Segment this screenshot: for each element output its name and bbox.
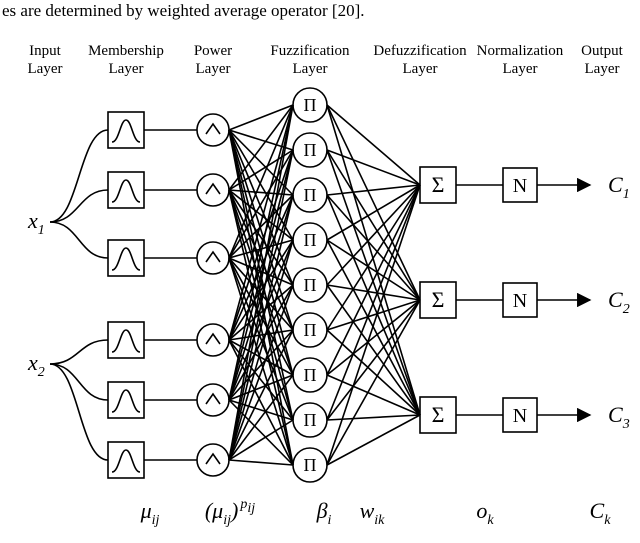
bottom-symbol: Ck xyxy=(590,498,612,528)
bottom-symbol: ok xyxy=(476,498,494,528)
power-node xyxy=(197,444,229,476)
edge-input-membership xyxy=(50,190,108,222)
edge-fuzz-defuzz xyxy=(327,285,420,300)
membership-node xyxy=(108,172,144,208)
output-label: C1 xyxy=(608,172,630,202)
page-fragment-text: es are determined by weighted average op… xyxy=(2,1,365,20)
svg-text:Π: Π xyxy=(304,95,317,115)
edge-fuzz-defuzz xyxy=(327,185,420,420)
edge-input-membership xyxy=(50,340,108,364)
output-label: C3 xyxy=(608,402,630,432)
bottom-symbol: μij xyxy=(140,498,160,528)
edge-fuzz-defuzz xyxy=(327,415,420,420)
power-node xyxy=(197,324,229,356)
svg-text:Π: Π xyxy=(304,140,317,160)
layer-header-input-1: Input xyxy=(29,43,61,59)
defuzz-node: Σ xyxy=(420,167,456,203)
fuzz-node: Π xyxy=(293,178,327,212)
edge-fuzz-defuzz xyxy=(327,150,420,185)
layer-header-fuzz-2: Layer xyxy=(293,61,328,77)
svg-text:N: N xyxy=(513,290,527,312)
edge-fuzz-defuzz xyxy=(327,105,420,415)
output-label: C2 xyxy=(608,287,630,317)
input-label: x2 xyxy=(27,350,45,380)
svg-text:Σ: Σ xyxy=(432,402,445,427)
fuzz-node: Π xyxy=(293,313,327,347)
bottom-symbol: wik xyxy=(360,498,386,528)
layer-header-norm-1: Normalization xyxy=(477,43,564,59)
layer-header-member-1: Membership xyxy=(88,43,164,59)
layer-header-output-2: Layer xyxy=(585,61,620,77)
layer-header-output-1: Output xyxy=(581,43,624,59)
svg-text:Π: Π xyxy=(304,320,317,340)
svg-text:Σ: Σ xyxy=(432,172,445,197)
norm-node: N xyxy=(503,283,537,317)
defuzz-node: Σ xyxy=(420,282,456,318)
bottom-symbol: βi xyxy=(316,498,332,528)
membership-node xyxy=(108,240,144,276)
edge-fuzz-defuzz xyxy=(327,300,420,375)
layer-header-input-2: Layer xyxy=(28,61,63,77)
edge-input-membership xyxy=(50,364,108,400)
fuzz-node: Π xyxy=(293,358,327,392)
fuzz-node: Π xyxy=(293,403,327,437)
norm-node: N xyxy=(503,398,537,432)
fuzz-node: Π xyxy=(293,223,327,257)
svg-text:Σ: Σ xyxy=(432,287,445,312)
power-node xyxy=(197,174,229,206)
membership-node xyxy=(108,322,144,358)
svg-text:Π: Π xyxy=(304,230,317,250)
layer-header-norm-2: Layer xyxy=(503,61,538,77)
edge-input-membership xyxy=(50,364,108,460)
edge-input-membership xyxy=(50,222,108,258)
svg-text:Π: Π xyxy=(304,365,317,385)
membership-node xyxy=(108,442,144,478)
svg-text:Π: Π xyxy=(304,275,317,295)
power-node xyxy=(197,242,229,274)
fuzz-node: Π xyxy=(293,133,327,167)
layer-header-fuzz-1: Fuzzification xyxy=(270,43,350,59)
svg-text:N: N xyxy=(513,175,527,197)
fuzz-node: Π xyxy=(293,88,327,122)
layer-header-defuzz-2: Layer xyxy=(403,61,438,77)
edge-fuzz-defuzz xyxy=(327,185,420,330)
edge-power-fuzz xyxy=(229,460,293,465)
input-label: x1 xyxy=(27,208,45,238)
defuzz-node: Σ xyxy=(420,397,456,433)
edge-fuzz-defuzz xyxy=(327,185,420,375)
layer-header-power-1: Power xyxy=(194,43,232,59)
svg-text:Π: Π xyxy=(304,455,317,475)
fuzz-node: Π xyxy=(293,448,327,482)
bottom-symbol: (μij)pij xyxy=(205,497,255,528)
power-node xyxy=(197,114,229,146)
edge-power-fuzz xyxy=(229,105,293,400)
svg-text:N: N xyxy=(513,405,527,427)
layer-header-member-2: Layer xyxy=(109,61,144,77)
layer-header-power-2: Layer xyxy=(196,61,231,77)
membership-node xyxy=(108,382,144,418)
layer-header-defuzz-1: Defuzzification xyxy=(373,43,467,59)
svg-text:Π: Π xyxy=(304,185,317,205)
norm-node: N xyxy=(503,168,537,202)
power-node xyxy=(197,384,229,416)
edge-input-membership xyxy=(50,130,108,222)
membership-node xyxy=(108,112,144,148)
fuzz-node: Π xyxy=(293,268,327,302)
svg-text:Π: Π xyxy=(304,410,317,430)
diagram-canvas: es are determined by weighted average op… xyxy=(0,0,640,543)
